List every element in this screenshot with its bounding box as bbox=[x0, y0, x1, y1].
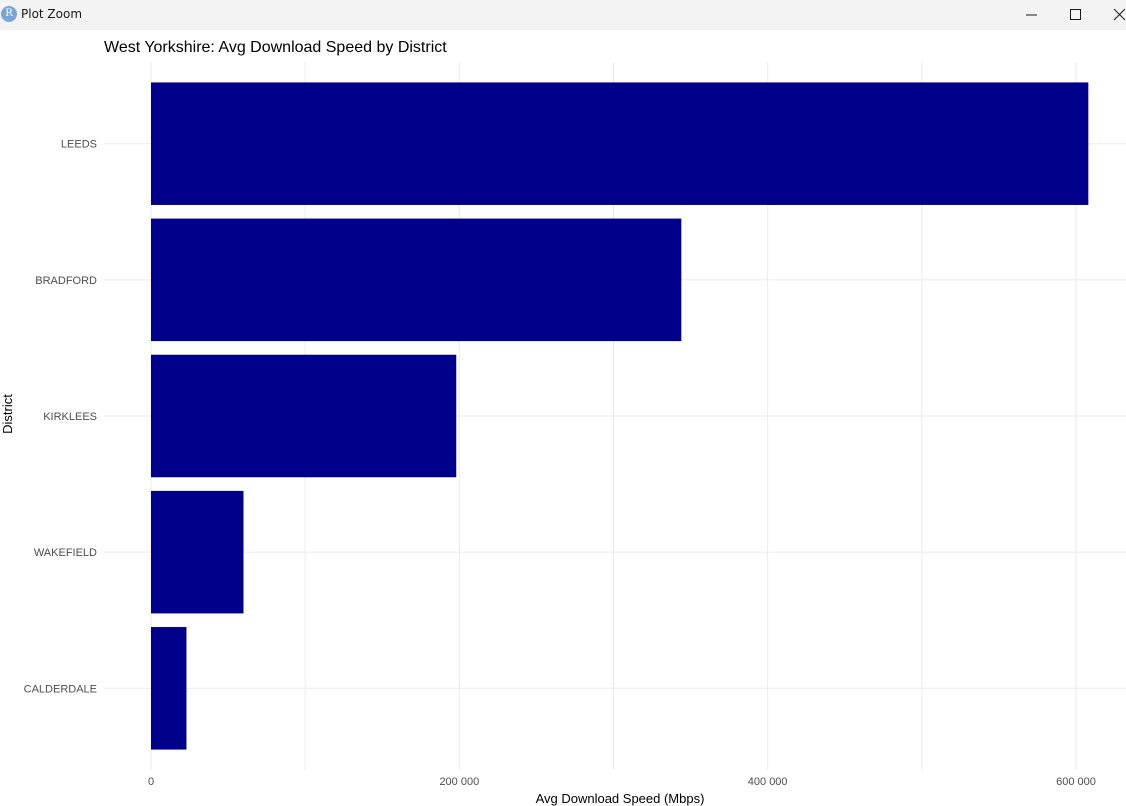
y-tick-label: CALDERDALE bbox=[24, 683, 97, 695]
bar-chart: West Yorkshire: Avg Download Speed by Di… bbox=[0, 39, 1126, 806]
y-tick-label: LEEDS bbox=[61, 139, 97, 151]
x-tick-label: 400 000 bbox=[748, 776, 788, 788]
bar-calderdale bbox=[151, 627, 187, 750]
maximize-button[interactable] bbox=[1054, 0, 1098, 30]
bar-bradford bbox=[151, 218, 682, 342]
y-tick-label: BRADFORD bbox=[35, 275, 97, 287]
x-axis-label: Avg Download Speed (Mbps) bbox=[536, 791, 705, 806]
y-axis-label: District bbox=[0, 394, 15, 434]
bar-wakefield bbox=[151, 490, 244, 614]
x-tick-labels: 0 200 000 400 000 600 000 bbox=[148, 776, 1096, 788]
maximize-icon bbox=[1070, 9, 1081, 20]
y-tick-label: WAKEFIELD bbox=[34, 547, 97, 559]
window-titlebar: R Plot Zoom bbox=[0, 0, 1126, 30]
close-icon bbox=[1113, 8, 1126, 21]
r-logo-icon: R bbox=[1, 6, 17, 22]
x-tick-label: 0 bbox=[148, 776, 154, 788]
minimize-button[interactable] bbox=[1010, 0, 1054, 30]
y-tick-labels: LEEDS BRADFORD KIRKLEES WAKEFIELD CALDERDALE bbox=[24, 139, 97, 696]
x-tick-label: 200 000 bbox=[439, 776, 479, 788]
bar-leeds bbox=[151, 82, 1089, 205]
bars bbox=[151, 82, 1089, 750]
y-tick-label: KIRKLEES bbox=[43, 411, 97, 423]
x-tick-label: 600 000 bbox=[1056, 776, 1096, 788]
chart-title: West Yorkshire: Avg Download Speed by Di… bbox=[104, 39, 447, 56]
bar-kirklees bbox=[151, 354, 457, 478]
close-button[interactable] bbox=[1098, 0, 1126, 30]
minimize-icon bbox=[1026, 14, 1037, 16]
window-title: Plot Zoom bbox=[21, 7, 83, 21]
